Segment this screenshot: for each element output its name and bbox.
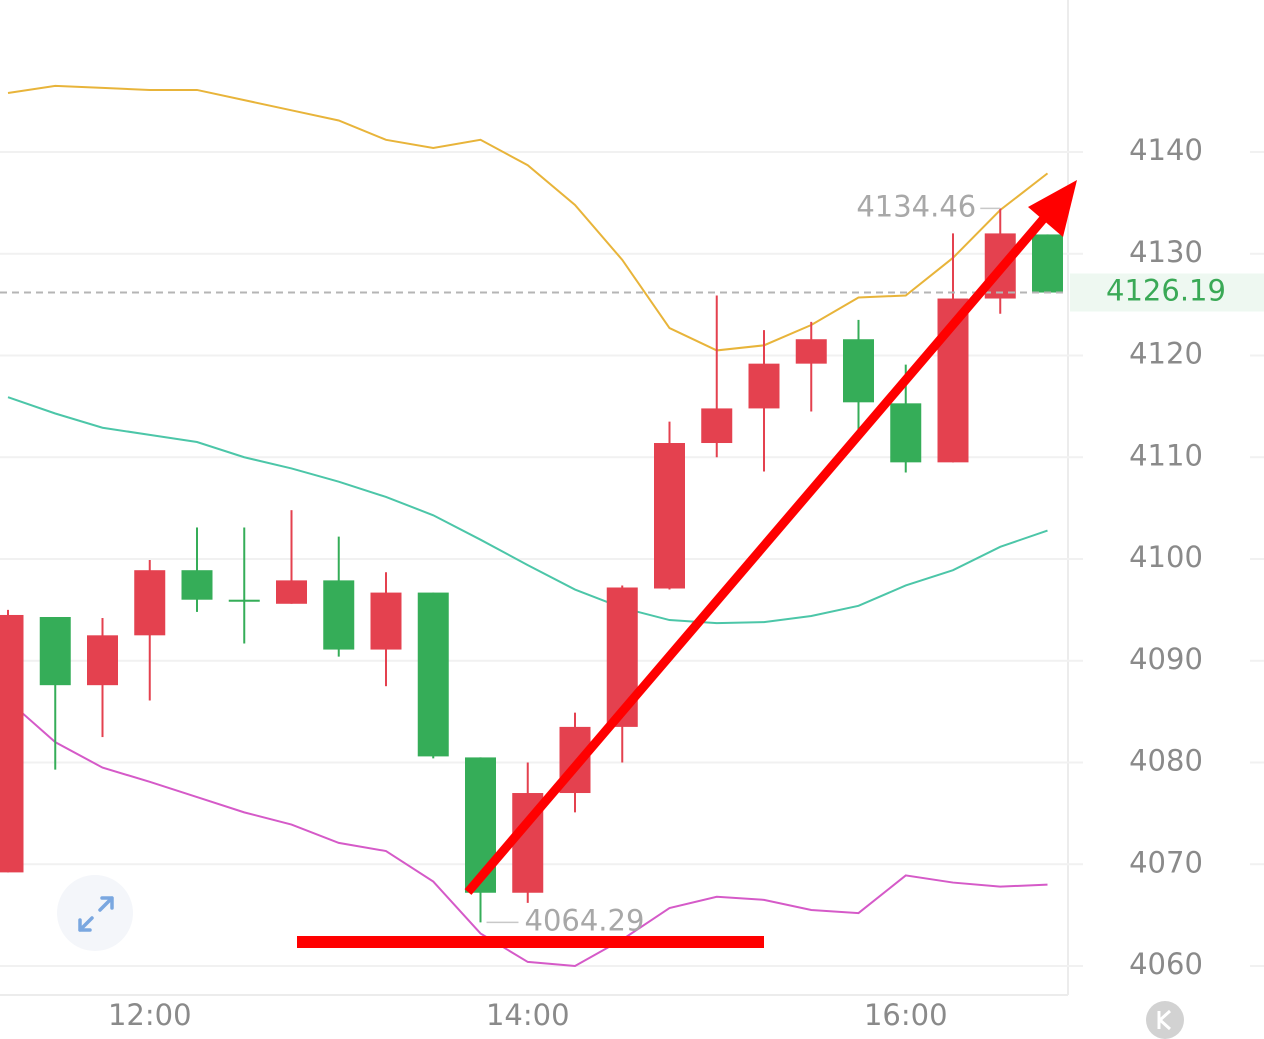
candle-body [228, 599, 260, 602]
candle-body [795, 339, 827, 364]
bands [7, 84, 1049, 968]
candle-body [748, 363, 780, 409]
y-tick-label: 4110 [1129, 438, 1203, 472]
y-tick-label: 4130 [1129, 235, 1203, 269]
current-price-label: 4126.19 [1106, 274, 1226, 308]
x-tick-label: 16:00 [864, 998, 948, 1032]
candle-body [370, 592, 402, 650]
expand-bg[interactable] [57, 875, 133, 951]
annotations [297, 180, 1077, 948]
candle-body [87, 635, 118, 686]
high-label: 4134.46 [856, 189, 976, 223]
k-bg[interactable] [1146, 1001, 1184, 1039]
band-line [7, 699, 1048, 968]
low-label: 4064.29 [525, 903, 645, 937]
x-tick-label: 12:00 [108, 998, 192, 1032]
arrow-head [1028, 180, 1077, 237]
trend-arrow [464, 214, 1049, 895]
candle-body [890, 403, 922, 463]
labels: 4060 4070 4080 4090 4100 4110 4120 4130 4140 12:0… [0, 133, 1264, 1032]
y-tick-label: 4080 [1129, 744, 1203, 778]
band-line [7, 84, 1049, 352]
candle-body [654, 443, 685, 589]
candle-body [417, 592, 449, 757]
y-tick-label: 4140 [1129, 133, 1203, 167]
candle-body [701, 408, 733, 444]
candle-body [181, 570, 213, 600]
y-tick-label: 4100 [1129, 540, 1203, 574]
candles [0, 208, 1063, 923]
expand-button[interactable] [57, 875, 133, 951]
plot-frame [0, 0, 1069, 996]
candle-body [323, 580, 355, 650]
candle-body [0, 614, 24, 873]
current-price-bg [1070, 273, 1264, 312]
band-line [7, 396, 1048, 625]
candle-body [276, 580, 307, 604]
k-button[interactable] [1146, 1001, 1184, 1039]
y-tick-label: 4090 [1129, 642, 1203, 676]
candle-body [843, 339, 874, 403]
expand-icon[interactable] [78, 896, 114, 932]
candle-body [39, 617, 71, 686]
x-tick-label: 14:00 [486, 998, 570, 1032]
candle-body [1032, 234, 1063, 293]
y-tick-label: 4070 [1129, 845, 1203, 879]
candle-body [134, 570, 166, 636]
y-tick-label: 4060 [1129, 947, 1203, 981]
y-tick-label: 4120 [1129, 337, 1203, 371]
k-icon[interactable] [1157, 1009, 1172, 1031]
